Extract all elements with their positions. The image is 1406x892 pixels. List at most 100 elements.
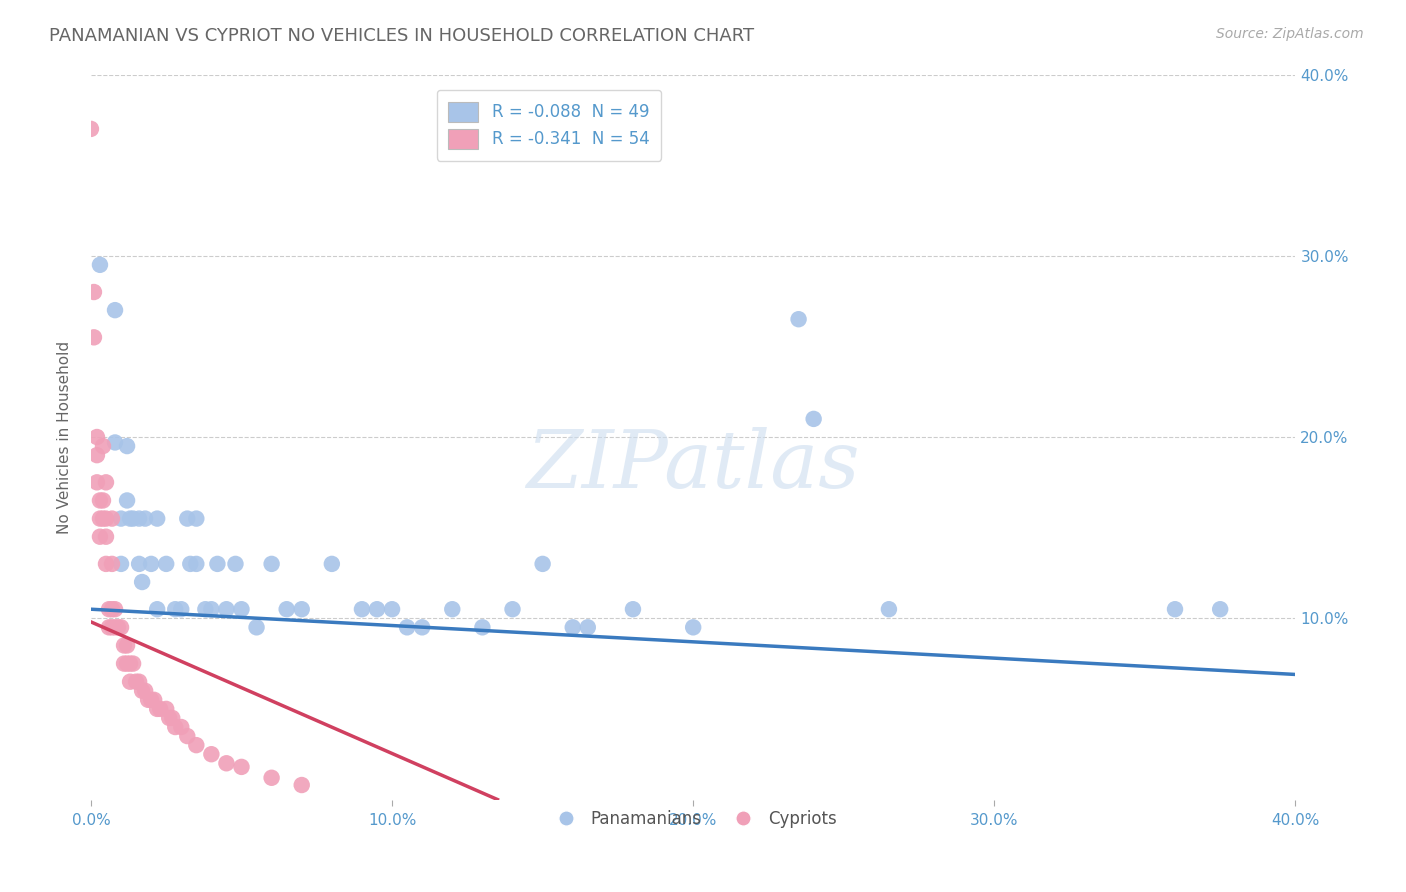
Point [186, 738, 208, 752]
Point [471, 620, 494, 634]
Point [621, 602, 644, 616]
Point [98, 602, 121, 616]
Point [291, 778, 314, 792]
Point [112, 639, 135, 653]
Point [128, 557, 150, 571]
Point [215, 602, 238, 616]
Point [381, 602, 404, 616]
Point [350, 602, 373, 616]
Point [170, 602, 193, 616]
Point [89, 530, 111, 544]
Point [94, 475, 117, 490]
Point [94, 557, 117, 571]
Point [136, 693, 159, 707]
Point [186, 511, 208, 525]
Point [141, 693, 163, 707]
Point [134, 683, 156, 698]
Point [122, 511, 145, 525]
Point [170, 720, 193, 734]
Point [531, 557, 554, 571]
Point [260, 771, 283, 785]
Point [179, 557, 201, 571]
Point [128, 674, 150, 689]
Point [101, 620, 124, 634]
Legend: Panamanians, Cypriots: Panamanians, Cypriots [543, 804, 844, 835]
Point [115, 493, 138, 508]
Point [396, 620, 419, 634]
Point [83, 330, 105, 344]
Point [86, 430, 108, 444]
Point [134, 511, 156, 525]
Point [291, 602, 314, 616]
Point [162, 711, 184, 725]
Point [787, 312, 810, 326]
Point [186, 557, 208, 571]
Point [146, 702, 169, 716]
Point [91, 493, 114, 508]
Point [110, 620, 132, 634]
Point [115, 639, 138, 653]
Point [149, 702, 172, 716]
Point [441, 602, 464, 616]
Point [115, 439, 138, 453]
Point [155, 557, 177, 571]
Point [110, 557, 132, 571]
Point [146, 511, 169, 525]
Point [260, 557, 283, 571]
Point [194, 602, 217, 616]
Point [146, 602, 169, 616]
Point [128, 511, 150, 525]
Point [91, 511, 114, 525]
Point [215, 756, 238, 771]
Point [276, 602, 298, 616]
Y-axis label: No Vehicles in Household: No Vehicles in Household [58, 341, 72, 533]
Point [86, 448, 108, 462]
Point [157, 711, 180, 725]
Point [112, 657, 135, 671]
Point [803, 412, 825, 426]
Point [231, 602, 253, 616]
Point [131, 683, 153, 698]
Point [101, 602, 124, 616]
Point [122, 657, 145, 671]
Point [107, 620, 129, 634]
Point [231, 760, 253, 774]
Point [94, 511, 117, 525]
Point [120, 674, 142, 689]
Point [120, 657, 142, 671]
Point [502, 602, 524, 616]
Point [125, 674, 148, 689]
Point [411, 620, 433, 634]
Point [224, 557, 246, 571]
Point [143, 693, 166, 707]
Point [682, 620, 704, 634]
Point [141, 557, 163, 571]
Point [80, 122, 103, 136]
Point [98, 620, 121, 634]
Point [89, 511, 111, 525]
Point [104, 620, 127, 634]
Point [207, 557, 229, 571]
Point [115, 657, 138, 671]
Point [131, 574, 153, 589]
Point [110, 511, 132, 525]
Point [561, 620, 583, 634]
Point [89, 493, 111, 508]
Text: ZIPatlas: ZIPatlas [526, 427, 860, 505]
Point [89, 258, 111, 272]
Point [176, 729, 198, 743]
Point [104, 303, 127, 318]
Point [321, 557, 343, 571]
Point [104, 435, 127, 450]
Point [1209, 602, 1232, 616]
Point [176, 511, 198, 525]
Text: Source: ZipAtlas.com: Source: ZipAtlas.com [1216, 27, 1364, 41]
Point [200, 747, 222, 762]
Point [101, 557, 124, 571]
Point [120, 511, 142, 525]
Point [165, 720, 187, 734]
Point [877, 602, 900, 616]
Point [101, 511, 124, 525]
Point [83, 285, 105, 299]
Point [245, 620, 267, 634]
